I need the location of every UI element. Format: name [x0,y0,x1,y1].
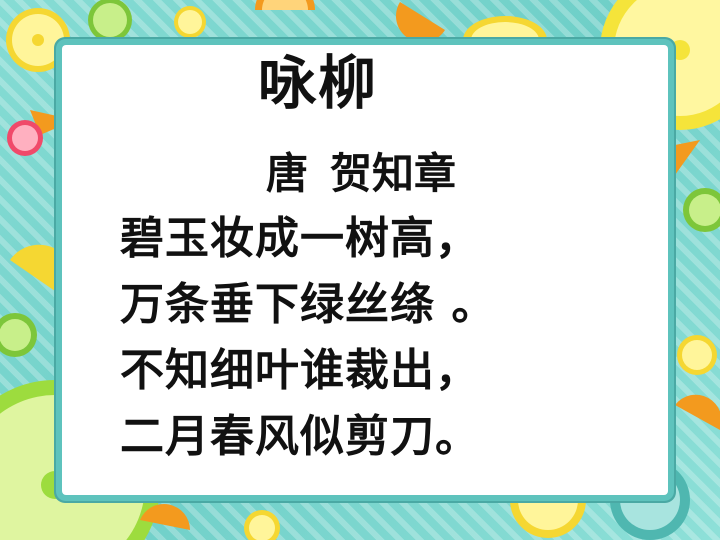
author-name: 贺知章 [330,149,457,198]
lemon-slice-icon [6,8,70,72]
author-line: 唐贺知章 [266,140,456,201]
orange-slice-icon [675,394,720,430]
poem-line: 碧玉妆成一树高， [120,213,480,264]
dynasty-label: 唐 [266,149,309,198]
lemon-slice-icon [174,6,206,38]
poem-lines: 碧玉妆成一树高， 万条垂下绿丝绦 。 不知细叶谁裁出， 二月春风似剪刀。 [120,206,496,470]
orange-slice-icon [140,503,190,530]
lime-slice-icon [88,0,132,42]
poem-line: 不知细叶谁裁出， [120,345,480,396]
lime-slice-icon [683,188,720,232]
poem-title: 咏柳 [258,49,379,117]
poem-line: 二月春风似剪刀。 [120,411,480,462]
lime-slice-icon [0,313,37,357]
lemon-slice-icon [677,335,717,375]
orange-slice-icon [30,110,75,135]
lemon-slice-icon [10,244,75,300]
orange-slice-icon [255,0,315,10]
poem-card [62,45,668,495]
orange-slice-icon [396,2,445,43]
poem-line: 万条垂下绿丝绦 。 [120,279,497,330]
lime-slice-icon [7,120,43,156]
lemon-slice-icon [244,510,280,540]
